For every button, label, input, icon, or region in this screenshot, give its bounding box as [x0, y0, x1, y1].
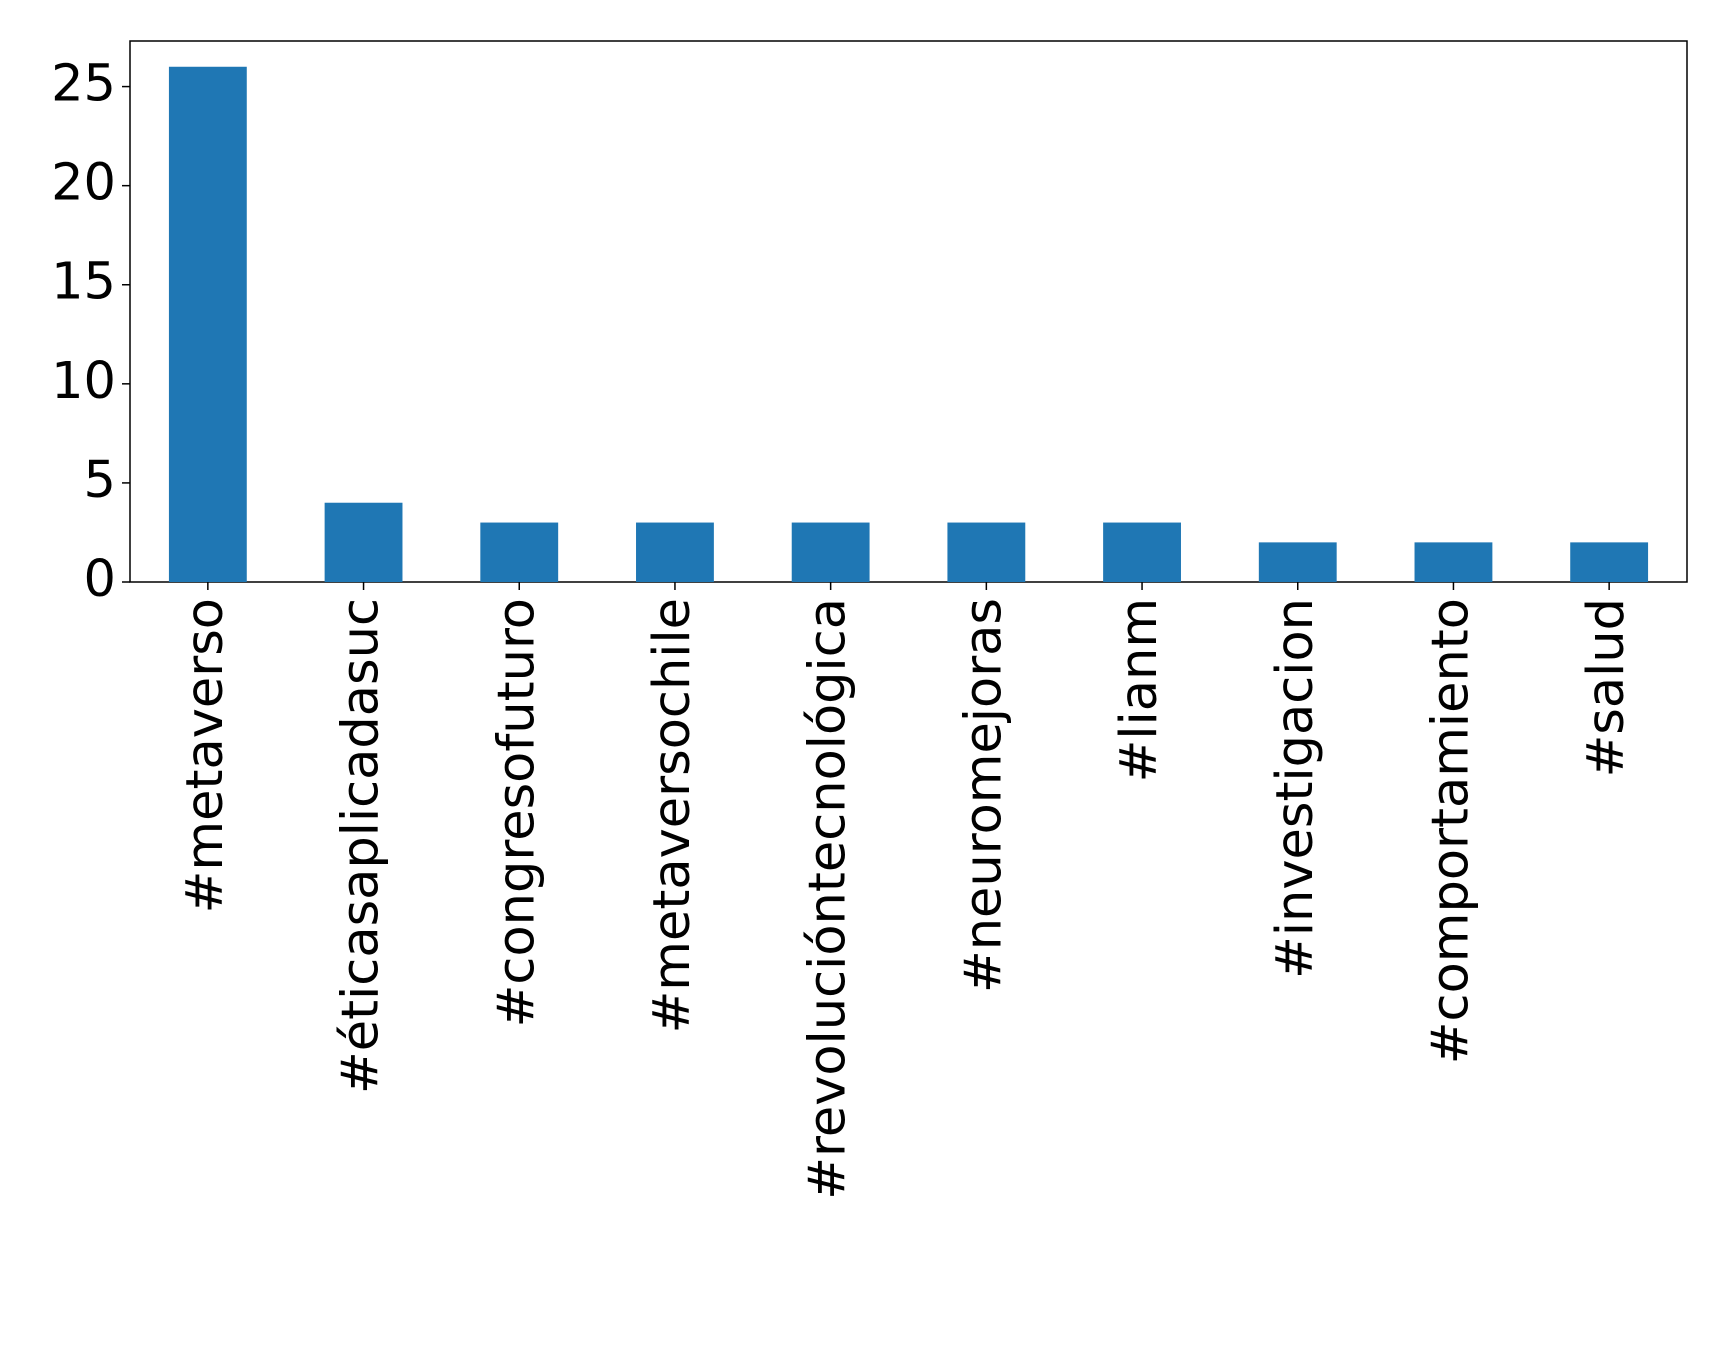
bar — [1570, 542, 1649, 582]
bar — [1103, 522, 1181, 582]
x-tick-label: #revolucióntecnológica — [799, 598, 858, 1200]
x-tick-label: #lianm — [1110, 598, 1169, 782]
x-tick-label: #metaverso — [176, 598, 235, 913]
bar — [1258, 542, 1337, 582]
y-tick-label: 0 — [84, 550, 116, 609]
bar — [324, 502, 403, 582]
x-tick-label: #neuromejoras — [954, 598, 1013, 993]
x-tick-label: #congresofuturo — [487, 598, 546, 1027]
x-tick-label: #éticasaplicadasuc — [332, 598, 391, 1094]
bar — [480, 522, 559, 582]
bar — [791, 522, 870, 582]
y-tick-label: 5 — [84, 451, 116, 510]
bar — [947, 522, 1026, 582]
x-tick-label: #comportamiento — [1421, 598, 1480, 1064]
x-tick-label: #investigacion — [1266, 598, 1325, 979]
bar — [168, 66, 247, 582]
bar — [636, 522, 714, 582]
y-tick-label: 15 — [51, 253, 116, 312]
x-tick-label: #metaversochile — [643, 598, 702, 1033]
y-tick-label: 25 — [51, 55, 116, 114]
bar — [1414, 542, 1493, 582]
y-tick-label: 10 — [51, 352, 116, 411]
y-tick-label: 20 — [51, 154, 116, 213]
x-tick-label: #salud — [1577, 598, 1636, 777]
plot-frame — [129, 40, 1688, 583]
